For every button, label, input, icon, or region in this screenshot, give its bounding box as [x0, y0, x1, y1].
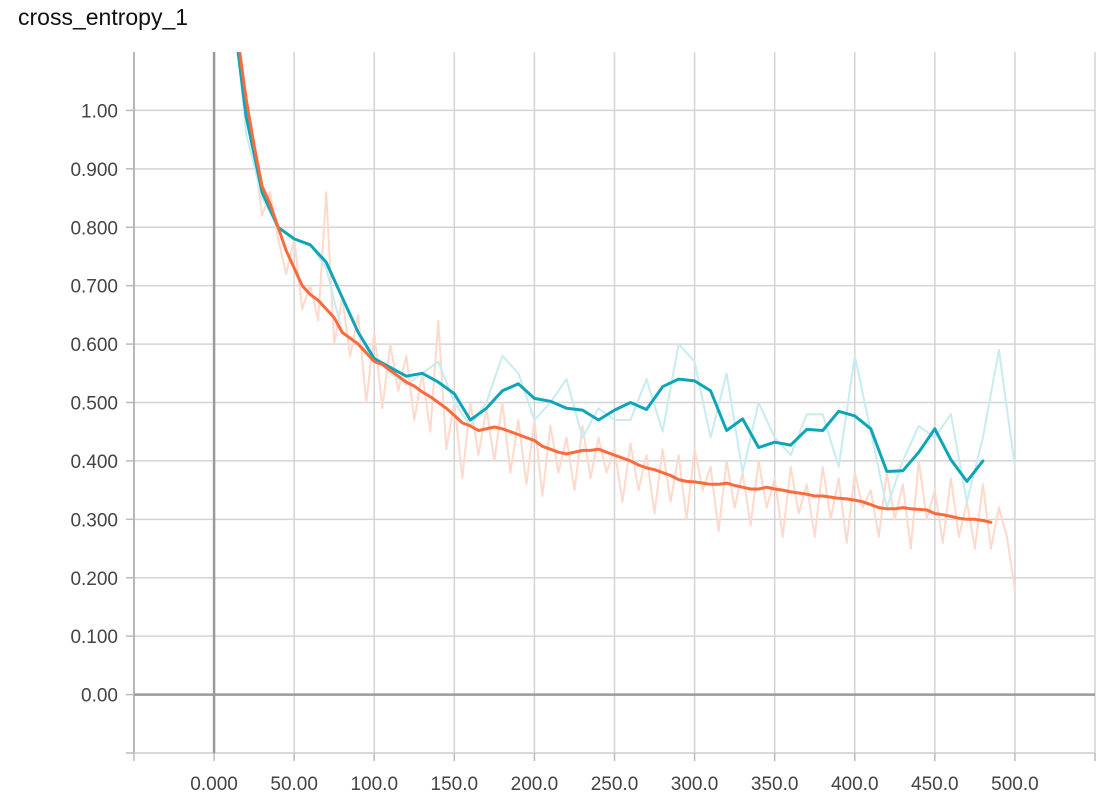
tick-labels: 0.000 50.00 100.0 150.0 200.0 250.0 300.0 350.0… — [70, 101, 1038, 795]
x-tick-label: 350.0 — [751, 774, 799, 795]
x-tick-label: 200.0 — [511, 774, 559, 795]
series-line-orange-raw — [238, 52, 1016, 591]
x-tick-label: 250.0 — [591, 774, 639, 795]
series-line-teal-smoothed — [236, 52, 985, 483]
y-tick-label: 0.500 — [70, 394, 118, 415]
grid — [133, 52, 1096, 754]
x-tick-label: 300.0 — [671, 774, 719, 795]
y-tick-label: 0.00 — [81, 686, 118, 707]
series-group — [236, 52, 1016, 591]
y-tick-label: 0.200 — [70, 569, 118, 590]
series-line-teal-raw — [237, 52, 1016, 509]
series-line-orange-smoothed — [238, 52, 993, 524]
x-tick-label: 50.00 — [270, 774, 318, 795]
y-tick-label: 0.300 — [70, 510, 118, 531]
x-tick-label: 400.0 — [831, 774, 879, 795]
chart-title: cross_entropy_1 — [18, 4, 189, 30]
y-tick-label: 0.600 — [70, 335, 118, 356]
x-tick-label: 100.0 — [350, 774, 398, 795]
y-tick-label: 0.100 — [70, 627, 118, 648]
x-tick-label: 450.0 — [911, 774, 959, 795]
x-tick-label: 500.0 — [991, 774, 1039, 795]
y-tick-label: 0.400 — [70, 452, 118, 473]
y-tick-label: 1.00 — [81, 101, 118, 122]
y-tick-label: 0.900 — [70, 160, 118, 181]
axes — [126, 52, 1096, 761]
x-tick-label: 0.000 — [190, 774, 238, 795]
y-tick-label: 0.800 — [70, 218, 118, 239]
x-tick-label: 150.0 — [431, 774, 479, 795]
y-tick-label: 0.700 — [70, 277, 118, 298]
